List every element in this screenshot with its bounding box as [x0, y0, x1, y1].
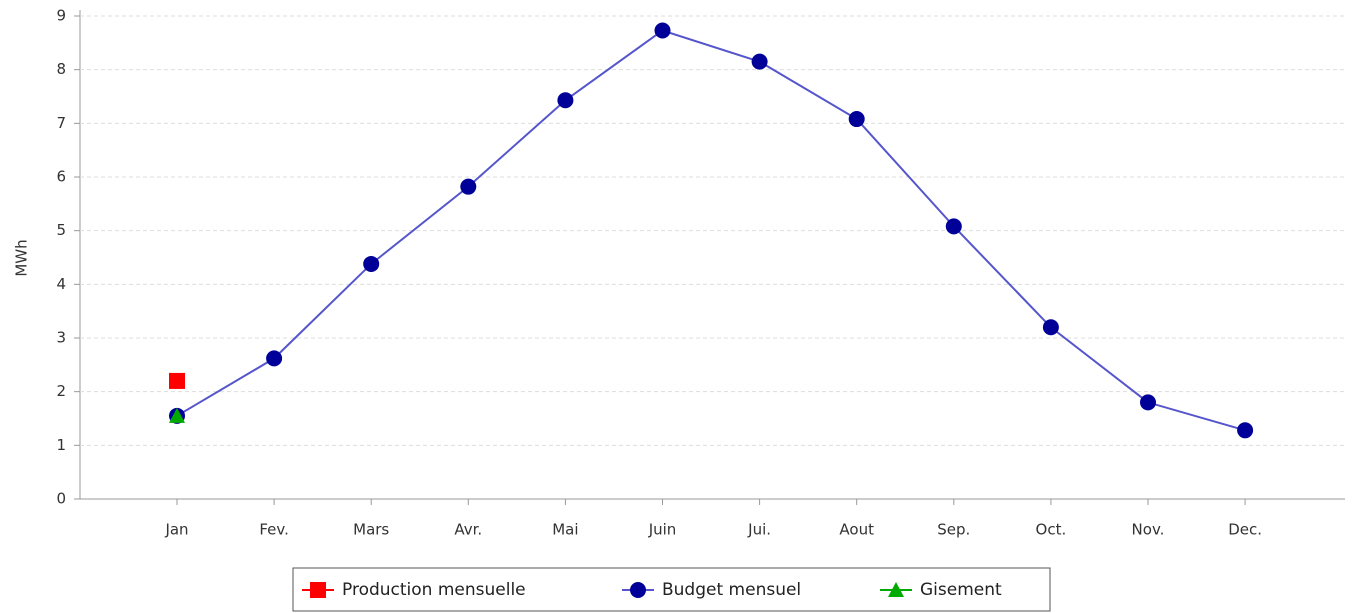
x-tick-label: Nov.	[1132, 521, 1165, 539]
y-tick-label: 9	[56, 7, 66, 25]
x-tick-label: Juin	[648, 521, 677, 539]
legend-box	[292, 567, 1051, 612]
marker	[1237, 422, 1254, 439]
y-tick-label: 0	[56, 490, 66, 508]
x-tick-label: Dec.	[1228, 521, 1262, 539]
y-axis-label: MWh	[13, 239, 31, 276]
marker	[888, 582, 904, 597]
marker	[654, 22, 671, 39]
y-tick-label: 8	[56, 60, 66, 78]
x-tick-label: Avr.	[454, 521, 482, 539]
x-tick-label: Mai	[552, 521, 578, 539]
marker	[169, 407, 185, 423]
marker	[945, 218, 962, 235]
marker	[557, 92, 574, 109]
x-tick-label: Oct.	[1036, 521, 1067, 539]
marker	[460, 178, 477, 195]
y-tick-label: 4	[56, 275, 66, 293]
legend-label: Gisement	[920, 580, 1002, 600]
x-tick-label: Fev.	[259, 521, 289, 539]
x-tick-label: Mars	[353, 521, 389, 539]
marker	[630, 582, 646, 598]
marker	[1042, 319, 1059, 336]
y-tick-label: 7	[56, 114, 66, 132]
marker	[848, 111, 865, 128]
y-tick-label: 6	[56, 168, 66, 186]
series-line	[176, 29, 1246, 432]
y-tick-label: 1	[56, 436, 66, 454]
legend-label: Budget mensuel	[662, 580, 801, 600]
y-tick-label: 3	[56, 329, 66, 347]
x-tick-label: Jan	[164, 521, 188, 539]
legend-label: Production mensuelle	[342, 580, 526, 600]
x-tick-label: Jui.	[747, 521, 771, 539]
marker	[169, 372, 185, 389]
x-tick-label: Aout	[839, 521, 874, 539]
marker	[751, 53, 768, 70]
marker	[266, 350, 283, 367]
marker	[310, 582, 326, 598]
y-tick-label: 5	[56, 221, 66, 239]
marker	[1140, 394, 1156, 411]
marker	[363, 255, 380, 272]
x-tick-label: Sep.	[937, 521, 970, 539]
y-tick-label: 2	[56, 382, 66, 400]
